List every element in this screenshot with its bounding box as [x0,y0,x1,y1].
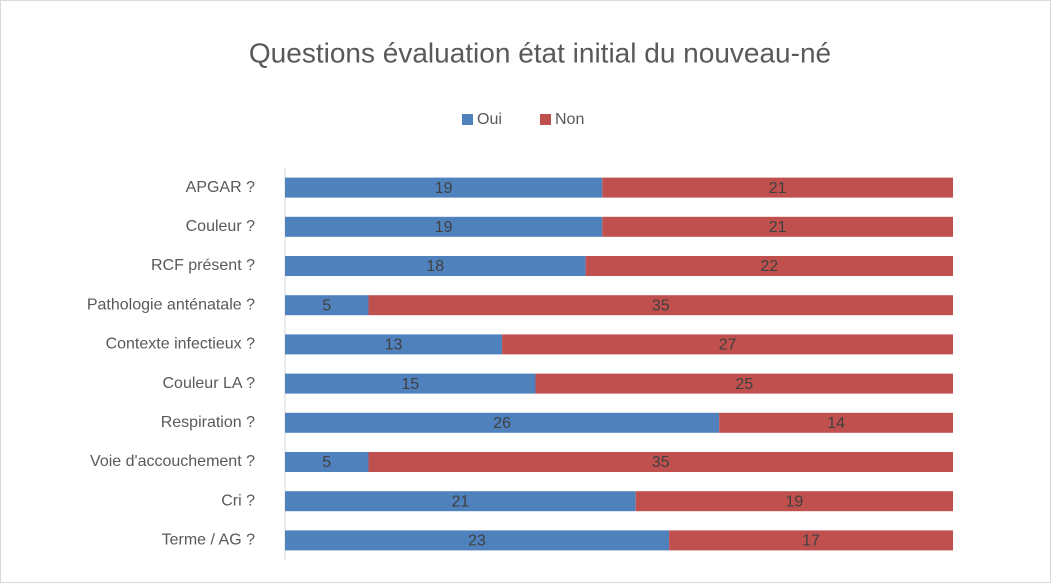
bar-segment [285,530,670,551]
data-label: 15 [401,376,419,393]
bar-segment [669,530,953,551]
chart-title: Questions évaluation état initial du nou… [249,37,831,68]
data-label: 14 [827,415,845,432]
data-label: 17 [802,533,820,550]
data-label: 21 [451,493,469,510]
data-label: 27 [719,337,737,354]
y-tick-label: RCF présent ? [151,257,255,274]
legend-label: Non [555,111,584,128]
y-tick-label: Cri ? [221,492,255,509]
bar-segment [285,373,536,394]
bar-segment [368,452,953,472]
y-tick-label: APGAR ? [186,179,255,196]
bar-segment [635,491,953,512]
bar-segment [285,412,720,433]
data-label: 19 [435,180,453,197]
legend-label: Oui [477,111,502,128]
data-label: 5 [322,297,331,314]
data-label: 18 [426,258,444,275]
y-tick-label: Voie d'accouchement ? [90,453,255,470]
bar-segment [602,216,953,237]
y-tick-label: Couleur LA ? [162,375,255,392]
bar-segment [285,177,603,198]
data-label: 19 [785,493,803,510]
data-label: 35 [652,297,670,314]
data-label: 13 [385,337,403,354]
bar-segment [285,491,636,512]
bar-segment [535,373,953,394]
data-label: 23 [468,533,486,550]
bar-segment [285,452,369,472]
data-label: 5 [322,454,331,471]
bar-segment [602,177,953,198]
data-label: 25 [735,376,753,393]
data-label: 21 [769,180,787,197]
bar-segment [719,412,953,433]
bar-segment [285,216,603,237]
data-label: 26 [493,415,511,432]
data-label: 21 [769,219,787,236]
bar-segment [285,256,586,276]
bar-segment [502,334,953,355]
legend-swatch [462,114,473,125]
y-tick-label: Couleur ? [186,218,255,235]
data-label: 35 [652,454,670,471]
bar-segment [285,295,369,316]
bar-segment [368,295,953,316]
legend-swatch [540,114,551,125]
bar-segment [285,334,503,355]
y-tick-label: Contexte infectieux ? [106,336,256,353]
data-label: 22 [760,258,778,275]
data-label: 19 [435,219,453,236]
bar-segment [585,256,953,276]
y-tick-label: Terme / AG ? [162,532,255,549]
y-tick-label: Respiration ? [161,414,255,431]
y-tick-label: Pathologie anténatale ? [87,296,255,313]
